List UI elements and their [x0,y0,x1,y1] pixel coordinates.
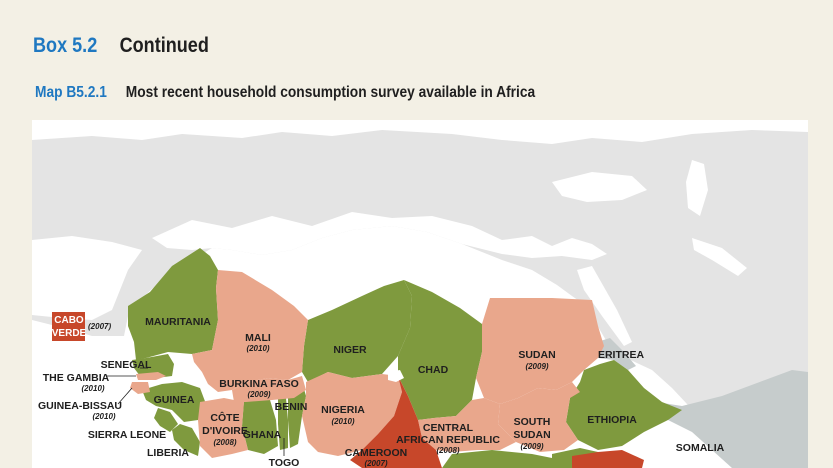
cabo-verde-label-2: VERDE [52,328,87,339]
ethiopia-label: ETHIOPIA [587,414,637,426]
burkina-faso-label: BURKINA FASO [219,378,299,390]
burkina-faso-shape [232,376,306,402]
south-sudan-year: (2009) [520,442,543,451]
red-sea [577,266,632,346]
ghana-label: GHANA [243,429,282,441]
leader-guinea-bissau [117,387,133,405]
south-sudan-label-2: SUDAN [513,429,550,441]
mali-label: MALI [245,332,271,344]
cabo-verde-marker [52,312,85,341]
cameroon-shape [350,376,442,468]
cabo-verde-label-1: CABO [54,315,84,326]
cameroon-year: (2007) [364,459,387,468]
chad-shape [398,280,482,420]
senegal-shape [132,354,174,378]
guinea-bissau-shape [130,382,150,394]
atlantic-coast [32,236,142,320]
guinea-bissau-year: (2010) [92,412,115,421]
gambia-label: THE GAMBIA [43,372,110,384]
lake-chad [388,370,404,382]
cote-divoire-shape [198,398,248,458]
sierra-leone-shape [154,408,178,432]
somalia-shape [644,370,808,468]
mali-year: (2010) [246,344,269,353]
guinea-bissau-label: GUINEA-BISSAU [38,400,122,412]
niger-shape [302,280,412,382]
mauritania-label: MAURITANIA [145,316,211,328]
benin-shape [288,382,306,448]
cabo-verde-year: (2007) [88,322,111,331]
box-title: Continued [119,34,209,57]
chad-label: CHAD [418,364,449,376]
gambia-year: (2010) [81,384,104,393]
east-red-shape [572,450,644,468]
burkina-faso-year: (2009) [247,390,270,399]
sudan-label: SUDAN [518,349,555,361]
senegal-label: SENEGAL [101,359,152,371]
gambia-shape [136,372,166,380]
somalia-label: SOMALIA [676,442,725,454]
liberia-label: LIBERIA [147,447,189,459]
caspian-sea [686,160,708,216]
sudan-shape [476,298,604,404]
eritrea-shape [597,338,636,370]
cote-divoire-label-2: D'IVOIRE [202,425,248,437]
south-sudan-label-1: SOUTH [514,416,551,428]
liberia-shape [172,424,200,456]
south-sudan-shape [498,382,580,452]
nigeria-label: NIGERIA [321,404,365,416]
black-sea [552,172,647,202]
ghana-shape [242,400,278,454]
togo-shape [278,398,288,450]
sierra-leone-label: SIERRA LEONE [88,429,166,441]
eritrea-label: ERITREA [598,349,645,361]
cameroon-label: CAMEROON [345,447,407,459]
mauritania-shape [128,248,218,360]
mediterranean-sea [152,212,607,260]
cote-divoire-label-1: CÔTE [210,411,239,424]
guinea-shape [142,382,206,422]
ethiopia-shape [566,360,682,450]
persian-gulf [692,238,747,276]
background-land-north [32,130,808,468]
mali-shape [192,270,308,392]
sudan-year: (2009) [525,362,548,371]
africa-survey-map: CABO VERDE (2007) MAURITANIA MALI (2010)… [32,120,808,468]
car-year: (2008) [436,446,459,455]
car-label-1: CENTRAL [423,422,474,434]
benin-label: BENIN [275,401,308,413]
map-svg: CABO VERDE (2007) MAURITANIA MALI (2010)… [32,130,808,468]
togo-label: TOGO [269,457,300,468]
map-number: Map B5.2.1 [35,84,107,101]
map-heading: Map B5.2.1 Most recent household consumpt… [35,84,535,102]
box-heading: Box 5.2 Continued [33,34,209,58]
map-title: Most recent household consumption survey… [125,84,536,101]
car-label-2: AFRICAN REPUBLIC [396,434,500,446]
car-shape [418,398,516,452]
box-number: Box 5.2 [33,34,98,57]
nigeria-year: (2010) [331,417,354,426]
niger-label: NIGER [333,344,367,356]
central-green-shape [442,450,572,468]
guinea-label: GUINEA [154,394,195,406]
cote-divoire-year: (2008) [213,438,236,447]
